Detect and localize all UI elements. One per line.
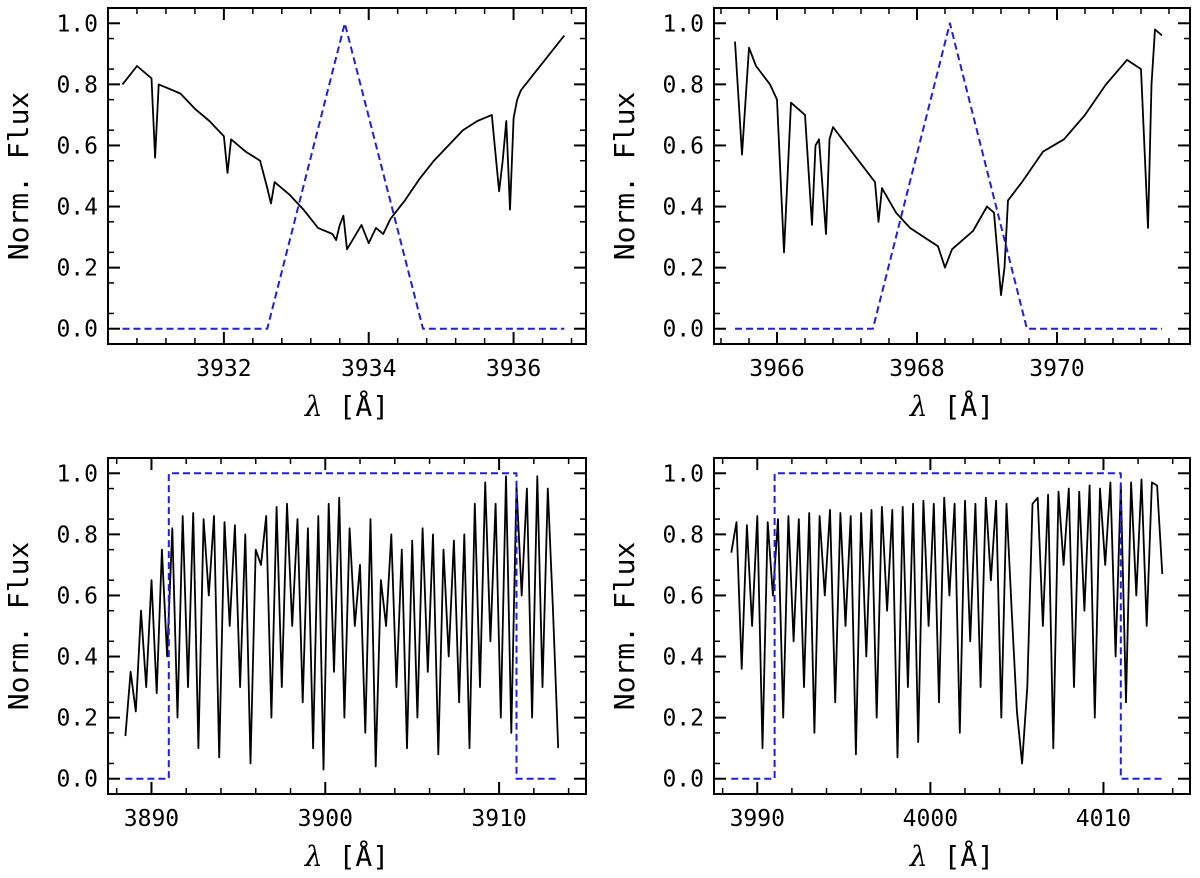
panel-bottom-left: 3890 3900 3910 0.0 0.2 0.4 0.6 0.8 1.0 Norm. Flux… — [2, 457, 587, 873]
x-tick-label: 3970 — [1029, 356, 1084, 382]
y-tick-label: 0.8 — [662, 72, 704, 98]
y-tick-label: 0.8 — [56, 522, 98, 548]
y-tick-label: 0.0 — [56, 317, 98, 343]
panel-top-left: 3932 3934 3936 0.0 0.2 0.4 0.6 0.8 1.0 Norm. Flux… — [2, 7, 587, 423]
y-tick-label: 1.0 — [56, 461, 98, 487]
x-tick-label: 3936 — [486, 356, 541, 382]
y-tick-label: 0.6 — [56, 583, 98, 609]
plot-frame — [713, 7, 1191, 345]
x-axis-symbol: λ — [909, 390, 928, 423]
y-tick-label: 0.2 — [662, 256, 704, 282]
y-tick-label: 1.0 — [662, 461, 704, 487]
y-tick-label: 0.0 — [56, 767, 98, 793]
panel-top-right: 3966 3968 3970 0.0 0.2 0.4 0.6 0.8 1.0 Norm. Flux… — [608, 7, 1191, 423]
y-tick-label: 0.4 — [56, 195, 98, 221]
y-tick-label: 0.6 — [56, 133, 98, 159]
x-tick-label: 4010 — [1076, 806, 1131, 832]
y-tick-label: 0.8 — [56, 72, 98, 98]
series-spectrum-line — [730, 478, 1164, 765]
x-axis-label: λ [Å] — [909, 389, 994, 423]
y-tick-label: 0.6 — [662, 133, 704, 159]
x-axis-unit: [Å] — [944, 839, 995, 873]
y-axis-label: Norm. Flux — [2, 92, 35, 261]
x-axis-unit: [Å] — [339, 839, 390, 873]
y-tick-label: 0.8 — [662, 522, 704, 548]
series-spectrum-line — [124, 475, 560, 771]
x-axis-unit: [Å] — [944, 389, 995, 423]
x-axis-label: λ [Å] — [304, 839, 389, 873]
series-spectrum-line — [734, 28, 1163, 297]
plot-frame — [107, 7, 587, 345]
y-tick-label: 1.0 — [56, 11, 98, 37]
panel-bottom-right: 3990 4000 4010 0.0 0.2 0.4 0.6 0.8 1.0 Norm. Flux… — [608, 457, 1191, 873]
series-filter-line — [125, 472, 559, 780]
x-axis-symbol: λ — [909, 840, 928, 873]
x-tick-label: 3890 — [124, 806, 179, 832]
x-axis-label: λ [Å] — [909, 839, 994, 873]
x-axis-unit: [Å] — [339, 389, 390, 423]
x-tick-label: 3934 — [341, 356, 396, 382]
x-axis-symbol: λ — [304, 390, 323, 423]
y-tick-label: 1.0 — [662, 11, 704, 37]
x-axis-symbol: λ — [304, 840, 323, 873]
y-tick-label: 0.4 — [56, 645, 98, 671]
y-tick-label: 0.2 — [56, 256, 98, 282]
x-tick-label: 3910 — [471, 806, 526, 832]
y-axis-label: Norm. Flux — [2, 542, 35, 711]
y-tick-label: 0.2 — [56, 706, 98, 732]
x-tick-label: 3966 — [749, 356, 804, 382]
x-tick-label: 3968 — [889, 356, 944, 382]
y-tick-label: 0.4 — [662, 645, 704, 671]
y-tick-label: 0.4 — [662, 195, 704, 221]
x-tick-label: 3990 — [730, 806, 785, 832]
series-filter-line — [735, 22, 1162, 330]
x-tick-label: 3932 — [196, 356, 251, 382]
series-filter-line — [731, 472, 1163, 780]
y-tick-label: 0.0 — [662, 767, 704, 793]
x-tick-label: 4000 — [903, 806, 958, 832]
y-axis-label: Norm. Flux — [608, 542, 641, 711]
plot-frame — [713, 457, 1191, 795]
plot-frame — [107, 457, 587, 795]
x-tick-label: 3900 — [298, 806, 353, 832]
y-tick-label: 0.6 — [662, 583, 704, 609]
y-tick-label: 0.0 — [662, 317, 704, 343]
y-axis-label: Norm. Flux — [608, 92, 641, 261]
series-spectrum-line — [121, 34, 566, 251]
x-axis-label: λ [Å] — [304, 389, 389, 423]
y-tick-label: 0.2 — [662, 706, 704, 732]
